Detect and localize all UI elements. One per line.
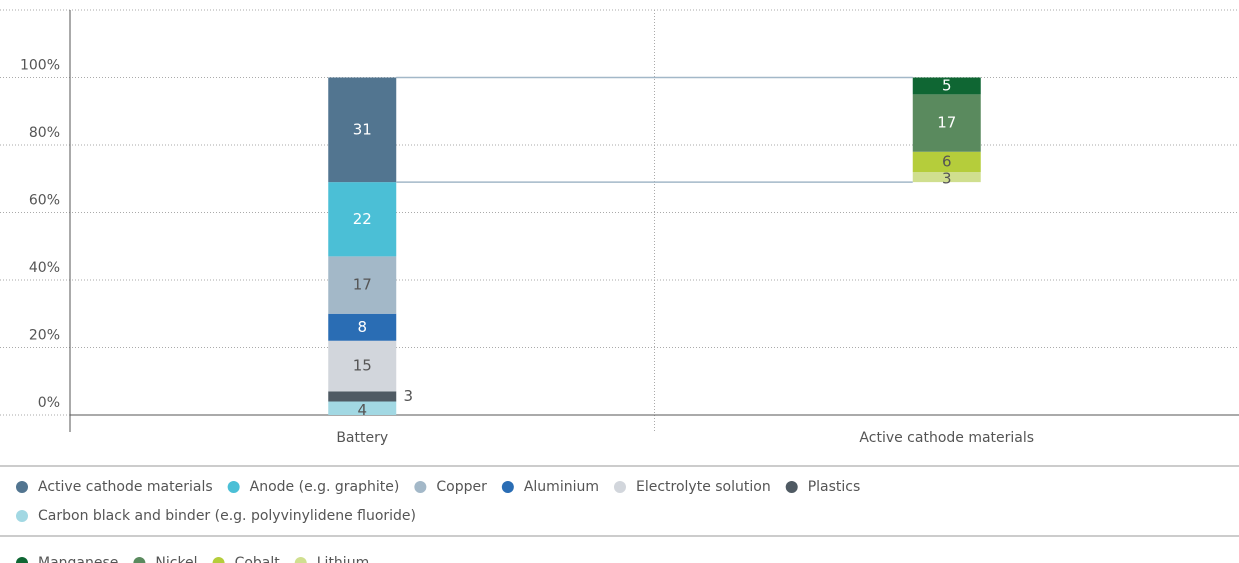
legend-marker — [227, 481, 240, 493]
bar-segment — [912, 77, 981, 95]
bar-segment — [912, 94, 981, 152]
legend-label: Electrolyte solution — [636, 479, 771, 495]
data-label: 17 — [353, 276, 372, 294]
legend-marker — [212, 557, 225, 563]
legend-marker — [294, 557, 307, 563]
data-label: 17 — [937, 114, 956, 132]
bar-segment — [328, 77, 397, 183]
legend-marker — [16, 557, 28, 563]
legend-marker — [613, 481, 626, 493]
y-tick-label: 0% — [38, 395, 60, 411]
legend-label: Plastics — [808, 479, 861, 495]
legend-label: Anode (e.g. graphite) — [250, 479, 400, 495]
y-tick-label: 60% — [29, 193, 60, 209]
bar-segment — [328, 340, 397, 392]
data-label: 3 — [942, 170, 952, 188]
bar-segment — [328, 182, 397, 257]
y-tick-label: 20% — [29, 328, 60, 344]
legend-label: Active cathode materials — [38, 479, 213, 495]
y-tick-label: 40% — [29, 260, 60, 276]
legend-marker — [133, 557, 146, 563]
data-label: 5 — [942, 76, 952, 94]
legend-marker — [16, 481, 28, 493]
legend-label: Nickel — [155, 555, 197, 563]
legend-label: Copper — [436, 479, 487, 495]
bar-segment — [328, 391, 397, 402]
legend-label: Manganese — [38, 555, 118, 563]
legend-marker — [785, 481, 798, 493]
legend-label: Lithium — [317, 555, 369, 563]
data-label: 6 — [942, 152, 952, 170]
legend-label: Cobalt — [235, 555, 281, 563]
bar-segment — [912, 151, 981, 172]
x-tick-label: Battery — [336, 430, 388, 446]
legend-label: Aluminium — [524, 479, 599, 495]
legend-marker — [16, 510, 28, 522]
y-tick-label: 100% — [20, 58, 60, 74]
legend-marker — [501, 481, 514, 493]
data-label: 8 — [357, 318, 367, 336]
x-tick-label: Active cathode materials — [859, 430, 1034, 446]
bar-segment — [912, 172, 981, 183]
bar-segment — [328, 401, 397, 415]
y-tick-label: 80% — [29, 125, 60, 141]
data-label: 4 — [357, 401, 367, 419]
bar-segment — [328, 313, 397, 341]
legend-marker — [414, 481, 427, 493]
legend-label: Carbon black and binder (e.g. polyvinyli… — [38, 508, 416, 524]
bar-segment — [328, 256, 397, 314]
data-label: 22 — [353, 210, 372, 228]
data-label: 15 — [353, 357, 372, 375]
data-label: 3 — [403, 387, 413, 405]
data-label: 31 — [353, 120, 372, 138]
